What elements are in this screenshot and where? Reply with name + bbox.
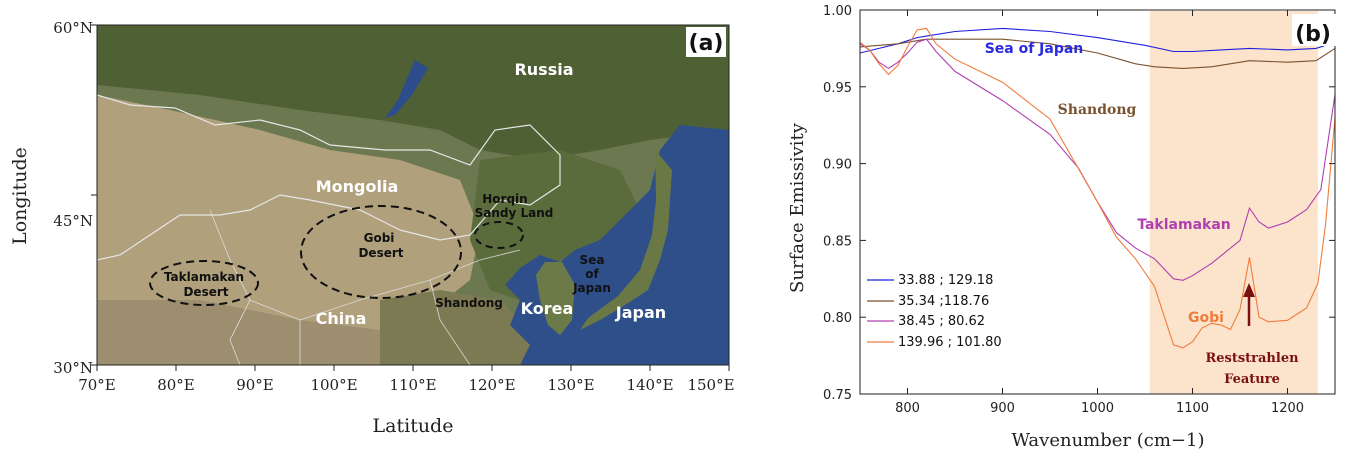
- label-sea-3: Japan: [572, 281, 611, 295]
- map-y-tick-label: 30°N: [53, 359, 93, 377]
- y-tick-label: 0.80: [823, 311, 852, 326]
- map-x-tick-label: 100°E: [310, 376, 357, 394]
- map-x-tick-label: 70°E: [78, 376, 116, 394]
- dry-plateau: [97, 300, 400, 365]
- annotation-taklamakan: Taklamakan: [1137, 217, 1231, 233]
- label-gobi-1: Gobi: [364, 231, 395, 245]
- x-tick-label: 1200: [1271, 401, 1304, 416]
- map-x-tick-label: 140°E: [626, 376, 673, 394]
- map-panel: Russia Mongolia China Korea Japan Shando…: [9, 19, 735, 437]
- emissivity-chart: 800 900 1000 1100 1200 0.75 0.80 0.85 0.90 0.95 1.…: [787, 4, 1336, 451]
- country-border: [97, 94, 561, 261]
- map-panel-label: (a): [689, 31, 724, 56]
- series-line-3: [859, 38, 1336, 281]
- annotation-shandong: Shandong: [1058, 102, 1137, 118]
- x-tick-label: 800: [895, 401, 920, 416]
- lake-baikal: [385, 60, 428, 118]
- annotation-reststrahlen-2: Feature: [1224, 372, 1280, 387]
- y-tick-label: 0.85: [823, 234, 852, 249]
- map-x-axis-label: Latitude: [373, 415, 454, 437]
- label-japan: Japan: [615, 303, 666, 322]
- chart-panel-label: (b): [1295, 22, 1331, 47]
- eastern-forest: [470, 150, 640, 300]
- chart-x-axis-label: Wavenumber (cm−1): [1012, 430, 1205, 451]
- y-tick-label: 0.95: [823, 81, 852, 96]
- province-border: [209, 209, 521, 365]
- x-tick-label: 900: [990, 401, 1015, 416]
- series-line-4: [859, 27, 1336, 349]
- legend-label: 38.45 ; 80.62: [898, 314, 985, 329]
- legend-label: 35.34 ;118.76: [898, 294, 989, 309]
- label-horqin-2: Sandy Land: [475, 206, 554, 220]
- southern-china: [380, 290, 530, 365]
- y-tick-label: 1.00: [823, 4, 852, 19]
- japan-land: [580, 150, 672, 330]
- legend-label: 139.96 ; 101.80: [898, 335, 1002, 350]
- taklamakan-ellipse: [149, 260, 259, 306]
- annotation-reststrahlen-1: Reststrahlen: [1205, 351, 1299, 366]
- map-x-tick-label: 90°E: [236, 376, 274, 394]
- legend-label: 33.88 ; 129.18: [898, 273, 993, 288]
- series-layer: [859, 27, 1336, 349]
- gobi-ellipse: [300, 205, 462, 299]
- y-tick-label: 0.90: [823, 158, 852, 173]
- map-y-ticks: 60°N 45°N 30°N: [53, 19, 97, 377]
- map-x-tick-label: 150°E: [687, 376, 734, 394]
- label-horqin-1: Horqin: [482, 192, 527, 206]
- chart-y-axis-label: Surface Emissivity: [787, 122, 808, 293]
- label-gobi-2: Desert: [358, 246, 403, 260]
- reststrahlen-arrow: [1243, 283, 1255, 326]
- horqin-ellipse: [474, 221, 524, 249]
- annotation-sea-of-japan: Sea of Japan: [985, 41, 1084, 57]
- series-line-1: [859, 27, 1336, 54]
- label-korea: Korea: [521, 299, 574, 318]
- label-taklamakan-1: Taklamakan: [164, 270, 244, 284]
- label-taklamakan-2: Desert: [183, 285, 228, 299]
- map-y-axis-label: Longitude: [9, 147, 31, 245]
- y-tick-label: 0.75: [823, 388, 852, 403]
- annotation-gobi: Gobi: [1188, 310, 1224, 326]
- map-x-tick-label: 80°E: [157, 376, 195, 394]
- legend: 33.88 ; 129.18 35.34 ;118.76 38.45 ; 80.…: [867, 273, 1002, 350]
- chart-ticks: 800 900 1000 1100 1200 0.75 0.80 0.85 0.90 0.95 1.…: [823, 4, 1335, 416]
- map-x-tick-label: 110°E: [389, 376, 436, 394]
- x-tick-label: 1000: [1081, 401, 1114, 416]
- map-panel-label-box: [686, 27, 726, 57]
- map-x-ticks: 70°E 80°E 90°E 100°E 110°E 120°E 130°E 1…: [78, 365, 735, 394]
- x-tick-label: 1100: [1176, 401, 1209, 416]
- korea-land: [536, 262, 575, 335]
- label-sea-1: Sea: [580, 253, 605, 267]
- map-x-tick-label: 120°E: [468, 376, 515, 394]
- label-shandong: Shandong: [435, 296, 503, 310]
- chart-panel-label-box: [1292, 14, 1336, 46]
- map-image: Russia Mongolia China Korea Japan Shando…: [97, 25, 729, 365]
- map-x-tick-label: 130°E: [547, 376, 594, 394]
- map-y-tick-label: 45°N: [53, 212, 93, 230]
- map-y-tick-label: 60°N: [53, 19, 93, 37]
- label-russia: Russia: [514, 60, 573, 79]
- label-mongolia: Mongolia: [316, 177, 399, 196]
- reststrahlen-band: [1149, 11, 1318, 394]
- label-sea-2: of: [585, 267, 599, 281]
- label-china: China: [316, 309, 367, 328]
